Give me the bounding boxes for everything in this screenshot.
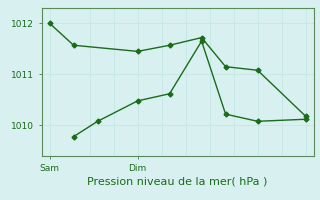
X-axis label: Pression niveau de la mer( hPa ): Pression niveau de la mer( hPa ) <box>87 177 268 187</box>
